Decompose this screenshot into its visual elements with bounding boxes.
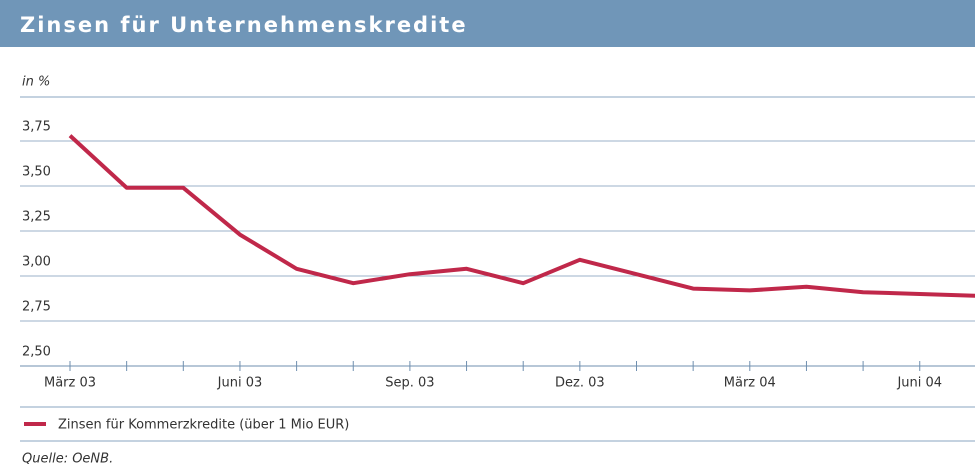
y-unit: in % [22,75,50,90]
y-tick-label: 3,00 [22,255,51,270]
y-tick-label: 2,50 [22,345,51,360]
line-series [68,134,975,298]
source: Quelle: OeNB. [22,452,113,467]
x-tick-label: März 04 [724,376,776,391]
y-tick-label: 3,75 [22,120,51,135]
legend-label: Zinsen für Kommerzkredite (über 1 Mio EU… [58,418,349,433]
y-tick-label: 3,50 [22,165,51,180]
x-tick-label: Sep. 03 [385,376,434,391]
y-tick-label: 2,75 [22,300,51,315]
x-tick-label: Dez. 03 [555,376,605,391]
title-bar [0,0,975,47]
x-tick-label: März 03 [44,376,96,391]
x-tick-label: Juni 04 [896,376,942,391]
chart-title: Zinsen für Unternehmenskredite [20,13,468,37]
y-tick-label: 3,25 [22,210,51,225]
x-tick-label: Juni 03 [217,376,263,391]
